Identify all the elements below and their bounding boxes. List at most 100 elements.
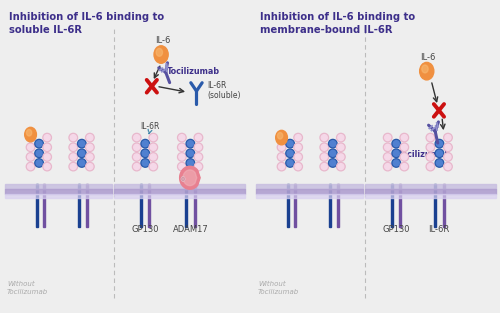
Bar xyxy=(400,184,402,227)
Ellipse shape xyxy=(150,164,156,170)
Text: GP130: GP130 xyxy=(132,225,159,234)
Ellipse shape xyxy=(336,162,345,171)
Ellipse shape xyxy=(141,149,150,157)
Text: Tocilizumab: Tocilizumab xyxy=(398,150,451,159)
Ellipse shape xyxy=(86,162,94,171)
Ellipse shape xyxy=(338,154,344,160)
Ellipse shape xyxy=(278,144,284,150)
Ellipse shape xyxy=(134,144,140,150)
Ellipse shape xyxy=(141,159,150,167)
Ellipse shape xyxy=(70,144,76,150)
Circle shape xyxy=(276,130,287,145)
Ellipse shape xyxy=(87,144,93,150)
Polygon shape xyxy=(183,170,196,186)
Ellipse shape xyxy=(86,143,94,151)
Ellipse shape xyxy=(134,135,140,141)
Ellipse shape xyxy=(444,143,452,151)
Ellipse shape xyxy=(186,159,194,167)
Ellipse shape xyxy=(142,141,148,146)
Text: IL-6R: IL-6R xyxy=(428,225,450,234)
Ellipse shape xyxy=(428,164,434,170)
Ellipse shape xyxy=(178,133,186,142)
Ellipse shape xyxy=(134,154,140,160)
Ellipse shape xyxy=(150,144,156,150)
Ellipse shape xyxy=(194,133,202,142)
Ellipse shape xyxy=(287,160,293,166)
Ellipse shape xyxy=(149,143,158,151)
Ellipse shape xyxy=(394,160,399,166)
Ellipse shape xyxy=(330,160,336,166)
Ellipse shape xyxy=(426,143,434,151)
Ellipse shape xyxy=(69,153,78,161)
Ellipse shape xyxy=(394,141,399,146)
Ellipse shape xyxy=(428,135,434,141)
Text: IL-6: IL-6 xyxy=(420,53,436,62)
Ellipse shape xyxy=(28,135,34,141)
Text: IL-6R
(soluble): IL-6R (soluble) xyxy=(208,81,241,100)
Ellipse shape xyxy=(86,153,94,161)
Text: ADAM17: ADAM17 xyxy=(172,225,208,234)
Ellipse shape xyxy=(400,153,408,161)
Ellipse shape xyxy=(28,164,34,170)
Bar xyxy=(330,184,332,227)
Ellipse shape xyxy=(36,160,42,166)
Ellipse shape xyxy=(322,164,327,170)
Ellipse shape xyxy=(142,160,148,166)
Ellipse shape xyxy=(196,154,202,160)
Ellipse shape xyxy=(179,154,185,160)
Ellipse shape xyxy=(79,160,85,166)
Ellipse shape xyxy=(78,159,86,167)
Ellipse shape xyxy=(328,139,337,148)
Ellipse shape xyxy=(402,164,407,170)
Ellipse shape xyxy=(196,144,202,150)
Ellipse shape xyxy=(278,135,284,141)
Ellipse shape xyxy=(384,162,392,171)
Ellipse shape xyxy=(142,150,148,156)
Ellipse shape xyxy=(295,154,301,160)
Ellipse shape xyxy=(87,164,93,170)
Ellipse shape xyxy=(400,133,408,142)
Ellipse shape xyxy=(428,144,434,150)
Text: Inhibition of IL-6 binding to
soluble IL-6R: Inhibition of IL-6 binding to soluble IL… xyxy=(8,12,164,35)
Bar xyxy=(43,184,45,227)
Ellipse shape xyxy=(295,144,301,150)
Bar xyxy=(5,184,112,189)
Ellipse shape xyxy=(287,150,293,156)
Ellipse shape xyxy=(35,159,43,167)
Circle shape xyxy=(278,132,282,139)
Ellipse shape xyxy=(445,154,451,160)
Ellipse shape xyxy=(44,144,50,150)
Ellipse shape xyxy=(188,160,194,166)
Bar xyxy=(5,189,112,194)
Ellipse shape xyxy=(134,164,140,170)
Ellipse shape xyxy=(384,164,390,170)
Ellipse shape xyxy=(426,133,434,142)
Ellipse shape xyxy=(178,162,186,171)
Bar xyxy=(148,184,150,227)
Bar xyxy=(114,184,246,189)
Bar xyxy=(5,194,112,198)
Ellipse shape xyxy=(178,143,186,151)
Ellipse shape xyxy=(70,135,76,141)
Ellipse shape xyxy=(43,153,52,161)
Ellipse shape xyxy=(445,135,451,141)
Ellipse shape xyxy=(336,133,345,142)
Ellipse shape xyxy=(141,139,150,148)
Ellipse shape xyxy=(320,133,328,142)
Ellipse shape xyxy=(87,154,93,160)
Ellipse shape xyxy=(70,164,76,170)
Ellipse shape xyxy=(179,135,185,141)
Ellipse shape xyxy=(338,135,344,141)
Bar xyxy=(286,184,289,227)
Ellipse shape xyxy=(194,153,202,161)
Ellipse shape xyxy=(286,159,294,167)
Ellipse shape xyxy=(384,133,392,142)
Circle shape xyxy=(422,65,428,73)
Ellipse shape xyxy=(426,162,434,171)
Ellipse shape xyxy=(384,135,390,141)
Ellipse shape xyxy=(196,135,202,141)
Ellipse shape xyxy=(149,133,158,142)
Ellipse shape xyxy=(194,162,202,171)
Ellipse shape xyxy=(278,154,284,160)
Ellipse shape xyxy=(86,133,94,142)
